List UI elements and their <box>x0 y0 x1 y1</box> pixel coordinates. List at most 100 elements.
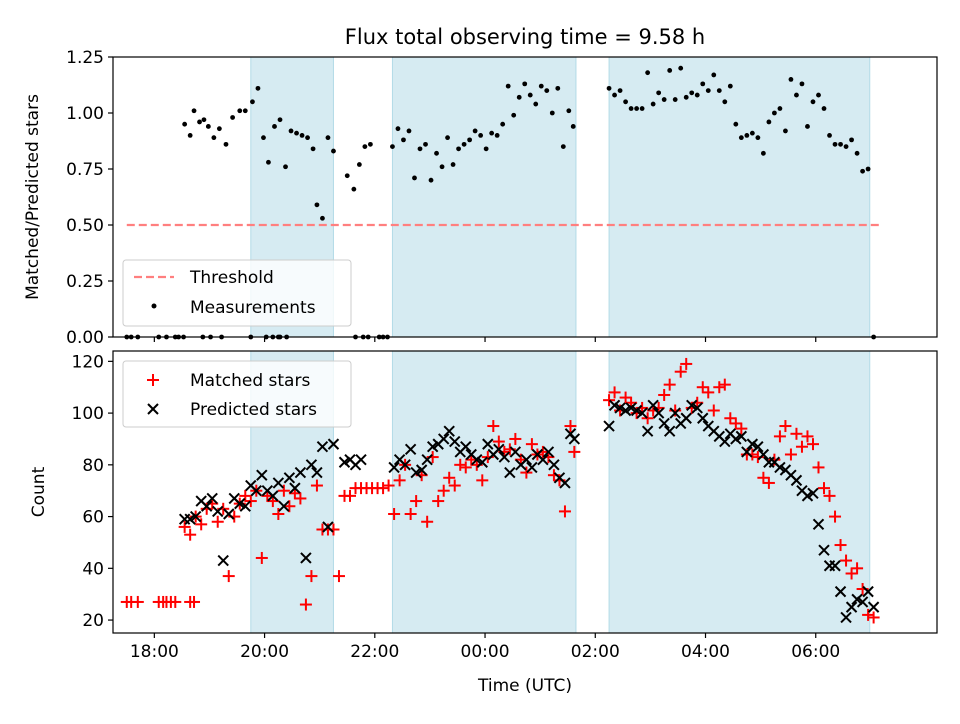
matched-star-marker <box>277 484 290 497</box>
matched-star-marker <box>188 595 201 608</box>
matched-star-marker <box>845 567 858 580</box>
measurement-point <box>777 106 783 111</box>
shaded-interval-1 <box>391 350 577 634</box>
matched-star-marker <box>862 608 875 621</box>
predicted-star-marker <box>829 560 841 572</box>
matched-star-marker <box>619 391 632 404</box>
matched-star-marker <box>169 595 182 608</box>
predicted-star-marker <box>449 435 461 448</box>
predicted-star-marker <box>404 443 417 456</box>
predicted-star-marker <box>790 474 803 487</box>
measurement-point <box>310 146 316 152</box>
matched-star-marker <box>388 507 401 520</box>
bottom-y-ticks: 20 40 60 80 100 120 <box>72 352 113 631</box>
predicted-star-marker <box>537 453 549 466</box>
matched-star-marker <box>492 435 505 448</box>
measurement-point <box>428 177 434 183</box>
measurement-point <box>805 124 810 129</box>
matched-star-marker <box>305 570 318 583</box>
matched-star-marker <box>509 432 522 445</box>
predicted-star-marker <box>812 518 825 531</box>
measurement-point <box>467 137 473 143</box>
measurement-point <box>645 70 651 76</box>
measurement-point <box>439 164 445 170</box>
predicted-star-marker <box>256 469 268 481</box>
measurement-point <box>344 173 350 179</box>
predicted-star-marker <box>239 500 251 512</box>
predicted-star-marker <box>311 466 323 479</box>
predicted-star-marker <box>697 412 709 424</box>
matched-star-marker <box>377 482 390 495</box>
matched-star-marker <box>448 479 461 492</box>
matched-star-marker <box>564 420 577 433</box>
predicted-star-marker <box>212 505 224 518</box>
matched-star-marker <box>641 412 654 425</box>
measurement-point <box>478 133 484 138</box>
matched-star-marker <box>310 479 323 492</box>
predicted-star-marker <box>856 596 869 608</box>
predicted-star-marker <box>680 412 692 424</box>
matched-star-marker <box>568 445 581 458</box>
matched-star-marker <box>255 551 268 564</box>
predicted-star-marker <box>415 464 428 476</box>
measurement-point <box>406 128 412 134</box>
matched-star-marker <box>294 492 307 505</box>
measurement-point <box>628 106 634 111</box>
measurement-point <box>832 141 838 147</box>
measurement-point <box>367 141 373 147</box>
predicted-star-marker <box>437 433 450 445</box>
predicted-star-marker <box>289 482 301 494</box>
matched-star-marker <box>674 365 687 378</box>
bottom-panel: 20 40 60 80 100 120 18:00 20:00 22:00 00:00 02:00… <box>29 350 938 696</box>
measurement-point <box>705 88 711 93</box>
measurement-point <box>772 110 777 116</box>
predicted-star-marker <box>851 593 863 606</box>
bottom-shaded-intervals <box>250 350 871 634</box>
matched-legend-label: Matched stars <box>190 371 310 391</box>
predicted-star-marker <box>867 601 880 613</box>
predicted-star-marker <box>267 490 279 502</box>
bottom-y-tick-label: 80 <box>82 456 104 476</box>
measurement-point <box>197 119 202 125</box>
predicted-star-marker <box>774 461 786 474</box>
predicted-star-marker <box>278 500 290 512</box>
predicted-star-marker <box>757 448 770 461</box>
matched-star-marker <box>222 570 235 583</box>
measurement-point <box>450 162 456 167</box>
predicted-star-marker <box>520 453 533 466</box>
measurement-point <box>678 65 684 71</box>
matched-star-marker <box>272 507 285 520</box>
matched-star-marker <box>724 412 737 425</box>
measurement-point <box>250 99 255 105</box>
matched-star-marker <box>718 378 731 391</box>
predicted-star-marker <box>619 404 632 417</box>
measurement-point <box>760 150 766 156</box>
measurement-point <box>722 99 728 105</box>
predicted-star-marker <box>669 407 681 419</box>
measurement-point <box>538 83 544 89</box>
matched-star-marker <box>184 528 197 541</box>
measurement-point <box>683 94 689 100</box>
measurement-point <box>527 92 533 98</box>
shaded-interval-1 <box>391 56 577 338</box>
predicted-star-marker <box>862 585 874 598</box>
matched-star-marker <box>344 489 357 502</box>
measurement-point <box>623 99 628 105</box>
top-x-tick-marks <box>153 337 817 342</box>
matched-star-marker <box>283 500 296 513</box>
top-panel: 0.00 0.25 0.50 0.75 1.00 1.25 Matched/Predict… <box>23 48 938 348</box>
matched-star-marker <box>299 598 312 611</box>
predicted-star-marker <box>526 461 538 474</box>
measurement-point <box>505 83 511 89</box>
matched-star-marker <box>476 474 489 487</box>
bottom-x-tick-label: 00:00 <box>461 642 510 662</box>
measurement-point <box>827 133 832 138</box>
top-y-tick-label: 0.00 <box>66 328 104 348</box>
measurement-point <box>472 128 478 134</box>
measurement-point <box>727 83 733 89</box>
measurement-point <box>606 85 612 91</box>
matched-star-marker <box>851 562 864 575</box>
predicted-star-marker <box>834 585 847 598</box>
predicted-stars-points <box>178 399 880 624</box>
measurement-point <box>423 141 428 147</box>
